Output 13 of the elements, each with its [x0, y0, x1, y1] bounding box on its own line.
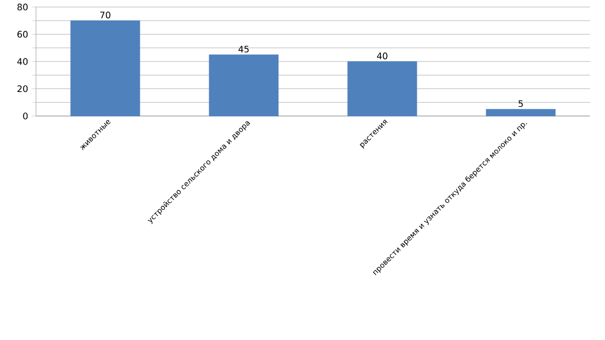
- bar: [486, 108, 556, 116]
- y-tick-label: 40: [17, 58, 28, 65]
- bar: [70, 20, 140, 116]
- data-label: 45: [238, 46, 249, 52]
- bar: [347, 61, 418, 116]
- bar: [208, 54, 279, 116]
- y-tick-label: 0: [23, 112, 28, 120]
- data-label: 40: [376, 52, 388, 60]
- data-label: 5: [518, 100, 523, 107]
- y-tick-label: 20: [17, 85, 28, 92]
- y-tick-label: 60: [17, 30, 28, 38]
- data-label: 70: [100, 12, 110, 18]
- y-tick-label: 80: [17, 4, 28, 10]
